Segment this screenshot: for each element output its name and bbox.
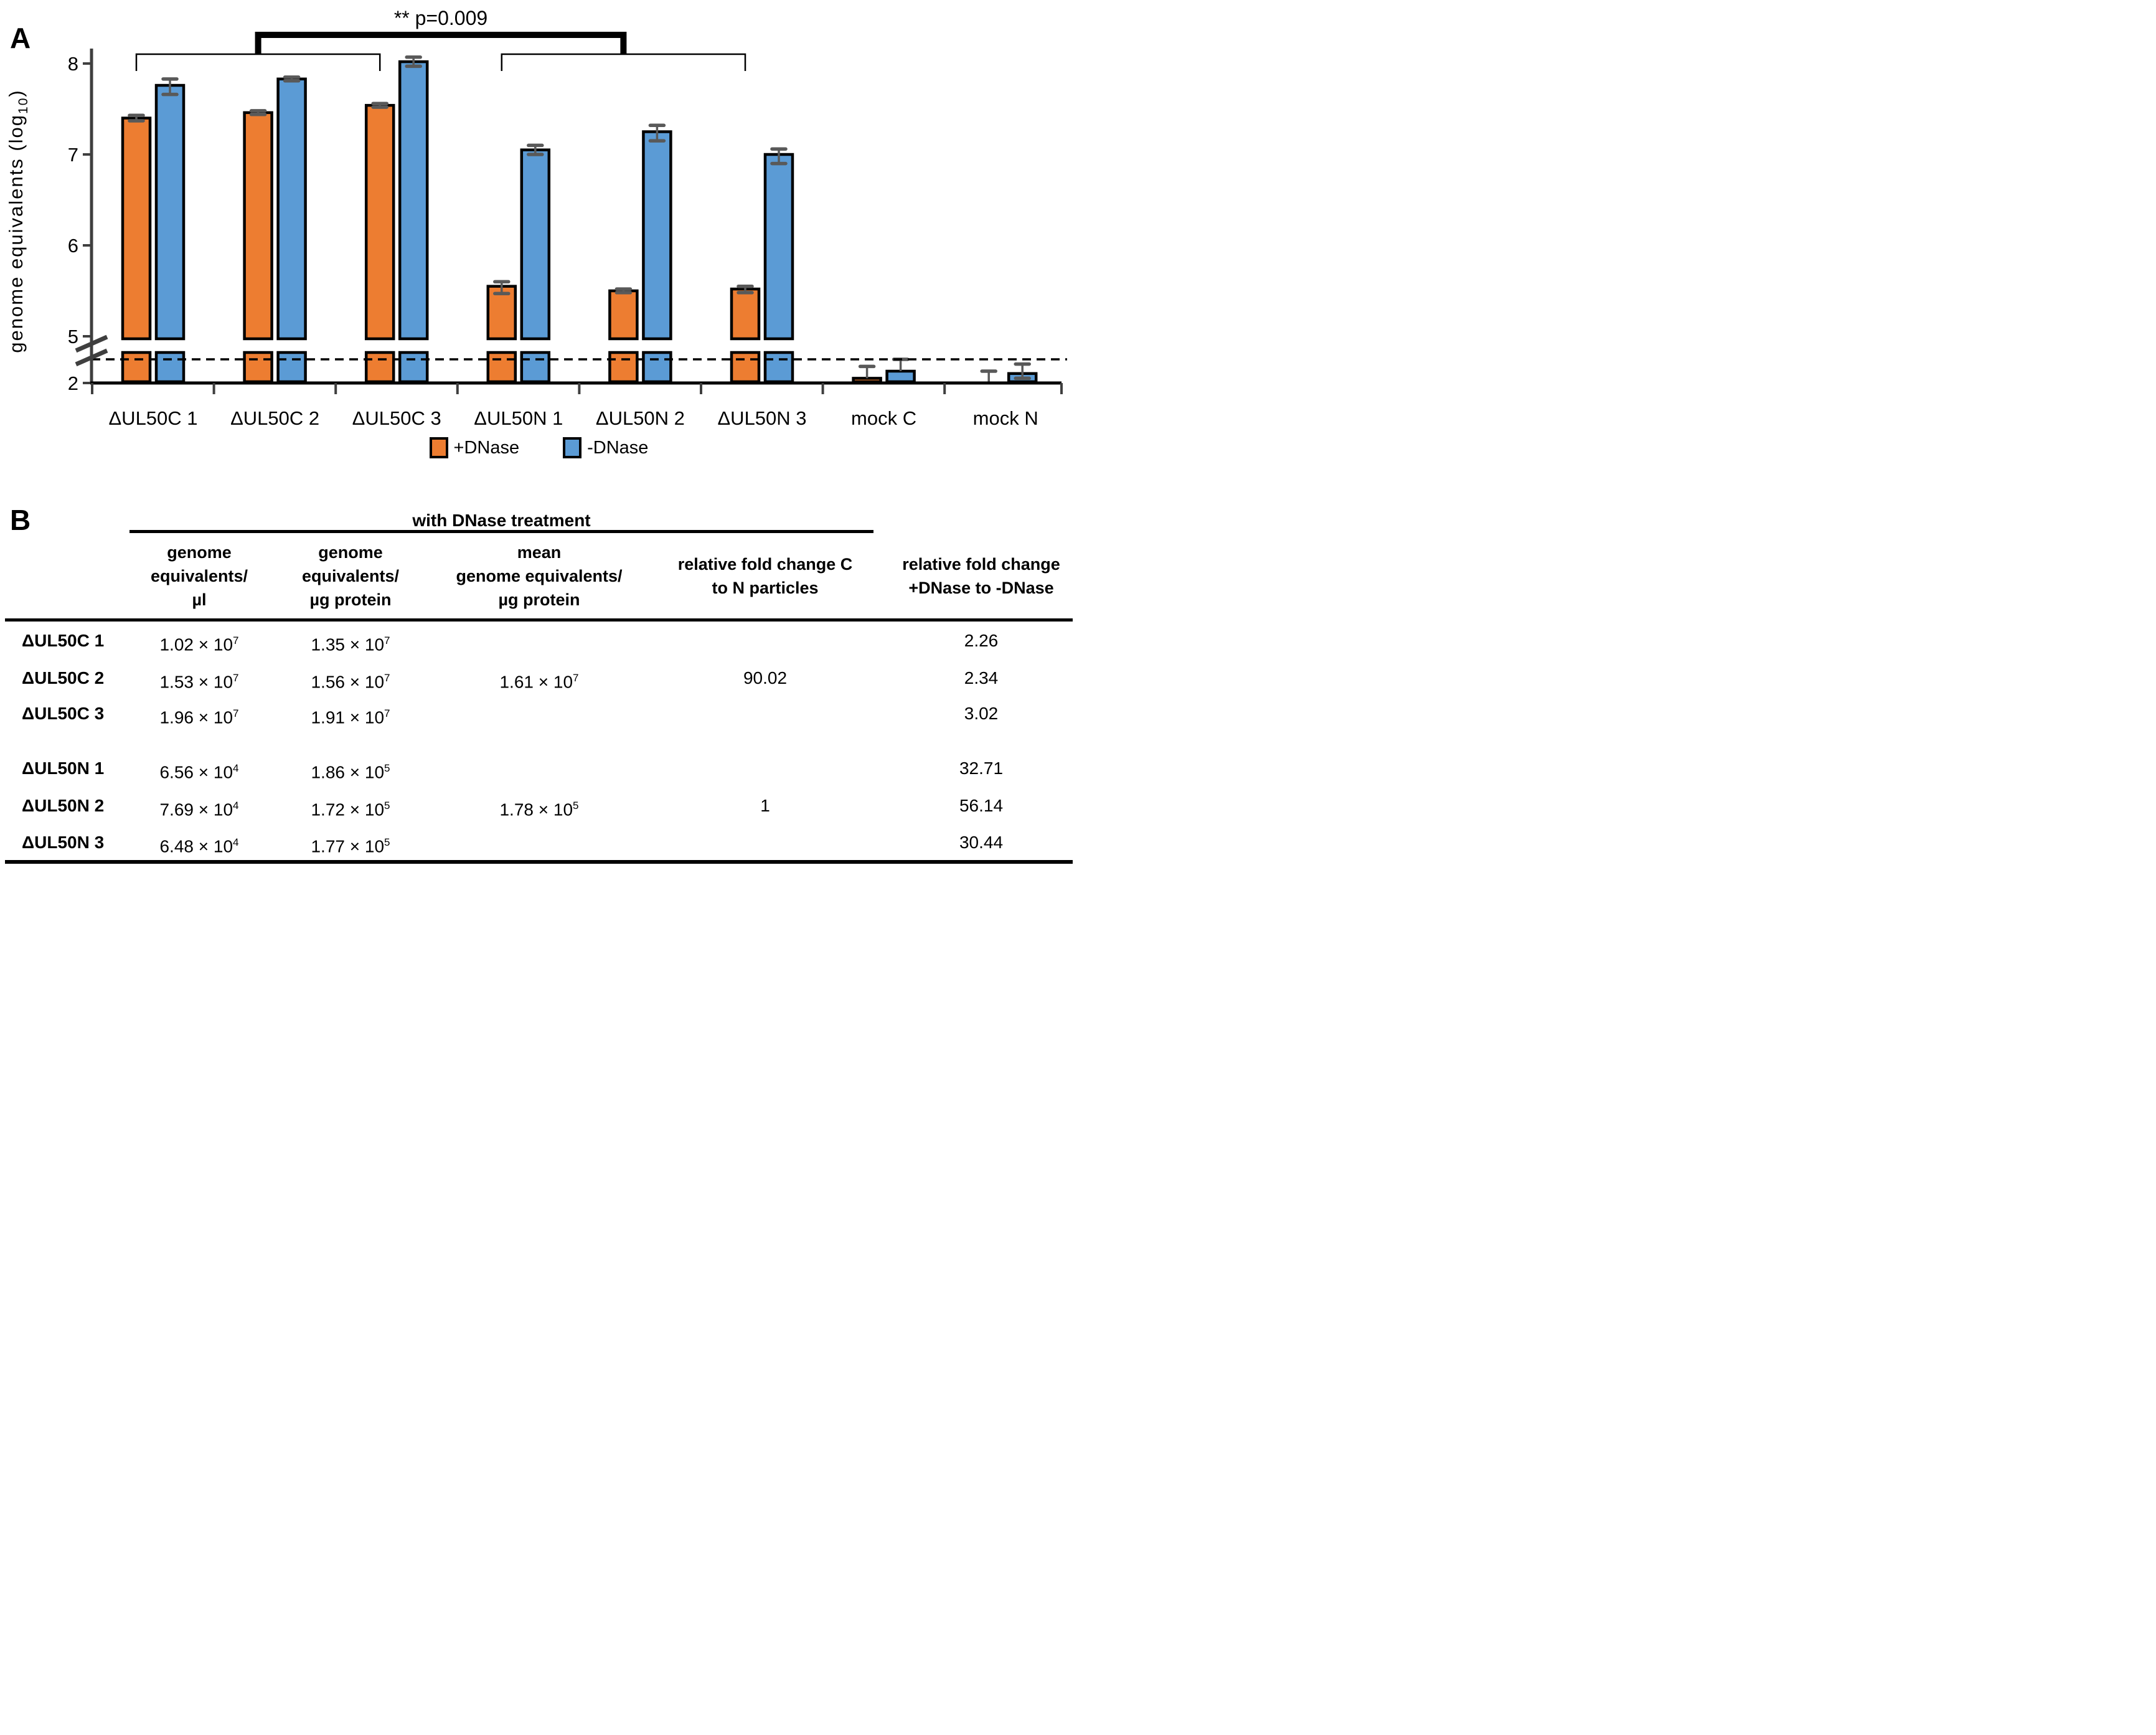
table-cell: 1.91 × 107 (311, 707, 390, 727)
column-header-line: +DNase to -DNase (908, 579, 1054, 597)
column-header-line: genome (318, 543, 383, 562)
x-category-label-ΔUL50N 2: ΔUL50N 2 (596, 407, 685, 429)
table-cell: 1.56 × 107 (311, 672, 390, 692)
rule-under-span-header (129, 530, 873, 533)
column-header-line: to N particles (712, 579, 819, 597)
axis-break-slash-2 (75, 348, 108, 367)
table-row-ΔUL50C 1: ΔUL50C 1 1.02 × 107 1.35 × 107 2.26 (0, 629, 1078, 655)
y-tick-label-8: 8 (68, 53, 78, 75)
row-label: ΔUL50C 3 (22, 704, 105, 723)
x-category-label-mock C: mock C (851, 407, 916, 429)
table-cell: 1.35 × 107 (311, 635, 390, 655)
table-cell: 1.96 × 107 (159, 707, 239, 727)
chart-legend: +DNase -DNase (0, 437, 1078, 458)
x-category-label-mock N: mock N (973, 407, 1038, 429)
column-header-1: genome equivalents/µg protein (270, 541, 431, 612)
y-tick-label-7: 7 (68, 144, 78, 166)
bar-ΔUL50N 2-+DNase (608, 289, 639, 341)
x-category-label-ΔUL50C 1: ΔUL50C 1 (108, 407, 197, 429)
table-cell: 1.72 × 105 (311, 800, 390, 820)
table-row-ΔUL50N 2: ΔUL50N 2 7.69 × 104 1.72 × 105 1.78 × 105 1 5… (0, 794, 1078, 820)
column-header-line: equivalents/ (150, 567, 248, 585)
panel-a-chart: 8 7 6 5 2 ΔUL50C 1 ΔUL50C 2 ΔUL50C 3 ΔUL50N 1 ΔUL… (5, 7, 1067, 429)
y-tick-label-5: 5 (68, 326, 78, 347)
table-span-header: with DNase treatment (412, 511, 591, 530)
column-header-line: relative fold change C (677, 555, 853, 574)
row-label: ΔUL50N 3 (22, 833, 105, 852)
table-row-ΔUL50N 3: ΔUL50N 3 6.48 × 104 1.77 × 105 30.44 (0, 831, 1078, 856)
table-cell: 2.34 (964, 668, 999, 688)
y-axis-title: genome equivalents (log10) (5, 89, 31, 352)
axis-break-slash-1 (75, 334, 108, 353)
table-cell: 1.77 × 105 (311, 836, 390, 856)
table-cell: 1.86 × 105 (311, 762, 390, 782)
legend-label-minus-dnase: -DNase (587, 437, 649, 458)
bar-ΔUL50C 1-+DNase (121, 116, 152, 341)
table-row-ΔUL50N 1: ΔUL50N 1 6.56 × 104 1.86 × 105 32.71 (0, 757, 1078, 782)
column-header-line: equivalents/ (301, 567, 400, 585)
table-row-ΔUL50C 3: ΔUL50C 3 1.96 × 107 1.91 × 107 3.02 (0, 702, 1078, 727)
table-cell: 1.53 × 107 (159, 672, 239, 692)
table-cell: 2.26 (964, 631, 999, 650)
table-cell: 1.61 × 107 (499, 672, 579, 692)
x-category-label-ΔUL50C 2: ΔUL50C 2 (230, 407, 319, 429)
bar-ΔUL50N 2--DNase-stub (642, 351, 672, 384)
panel-b-label: B (10, 504, 31, 536)
table-cell: 56.14 (959, 796, 1004, 815)
table-cell: 1.78 × 105 (499, 800, 579, 820)
row-label: ΔUL50C 1 (22, 631, 105, 650)
bar-ΔUL50C 2-+DNase (243, 111, 273, 341)
legend-item-plus-dnase: +DNase (429, 437, 520, 458)
table-cell: 90.02 (743, 668, 788, 688)
legend-label-plus-dnase: +DNase (453, 437, 520, 458)
panel-b-table: with DNase treatment genome equivalents/µl… (0, 0, 1078, 868)
table-cell: 30.44 (959, 833, 1004, 852)
table-row-ΔUL50C 2: ΔUL50C 2 1.53 × 107 1.56 × 107 1.61 × 107 90… (0, 666, 1078, 691)
column-header-line: µg protein (309, 590, 392, 609)
table-cell: 1 (760, 796, 770, 815)
bar-ΔUL50N 3--DNase (763, 153, 794, 341)
panel-a-label: A (10, 22, 31, 54)
x-category-label-ΔUL50N 1: ΔUL50N 1 (474, 407, 563, 429)
row-label: ΔUL50C 2 (22, 668, 105, 688)
legend-swatch-minus-dnase (563, 437, 582, 458)
y-tick-label-2: 2 (68, 372, 78, 394)
bar-ΔUL50N 3-+DNase (730, 287, 761, 341)
sig-bracket-main (255, 32, 627, 55)
column-header-line: µl (192, 590, 207, 609)
legend-swatch-plus-dnase (429, 437, 448, 458)
table-cell: 3.02 (964, 704, 999, 723)
table-cell: 32.71 (959, 759, 1004, 778)
rule-under-column-headers (5, 618, 1073, 622)
row-label: ΔUL50N 1 (22, 759, 105, 778)
bar-ΔUL50N 1--DNase (520, 148, 551, 341)
x-category-label-ΔUL50N 3: ΔUL50N 3 (717, 407, 806, 429)
table-cell: 1.02 × 107 (159, 635, 239, 655)
column-header-0: genome equivalents/µl (125, 541, 274, 612)
table-cell: 7.69 × 104 (159, 800, 239, 820)
y-tick-label-6: 6 (68, 235, 78, 257)
sig-label: ** p=0.009 (394, 7, 487, 29)
column-header-line: µg protein (498, 590, 580, 609)
legend-item-minus-dnase: -DNase (563, 437, 648, 458)
table-cell: 6.48 × 104 (159, 836, 239, 856)
row-label: ΔUL50N 2 (22, 796, 105, 815)
bar-ΔUL50N 3-+DNase-stub (730, 351, 761, 384)
column-header-3: relative fold change C to N particles (650, 552, 880, 600)
x-category-label-ΔUL50C 3: ΔUL50C 3 (352, 407, 441, 429)
column-header-2: mean genome equivalents/µg protein (430, 541, 648, 612)
column-header-4: relative fold change +DNase to -DNase (878, 552, 1078, 600)
column-header-line: relative fold change (902, 555, 1060, 574)
table-cell: 6.56 × 104 (159, 762, 239, 782)
column-header-line: mean (517, 543, 562, 562)
column-header-line: genome (167, 543, 232, 562)
bar-ΔUL50C 1--DNase-stub (154, 351, 186, 384)
column-header-line: genome equivalents/ (456, 567, 623, 585)
rule-table-bottom (5, 860, 1073, 864)
bar-ΔUL50N 2--DNase (642, 130, 672, 341)
bar-ΔUL50N 2-+DNase-stub (608, 351, 639, 384)
